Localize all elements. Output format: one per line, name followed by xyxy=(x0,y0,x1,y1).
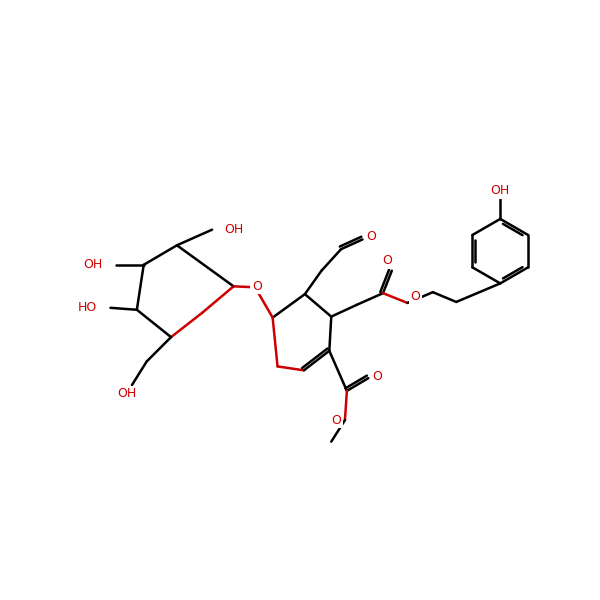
Text: HO: HO xyxy=(77,301,97,314)
Text: O: O xyxy=(372,370,382,383)
Text: O: O xyxy=(367,230,376,243)
Text: OH: OH xyxy=(83,259,103,271)
Text: O: O xyxy=(382,254,392,268)
Text: OH: OH xyxy=(224,223,243,236)
Text: O: O xyxy=(331,413,341,427)
Text: OH: OH xyxy=(491,184,510,197)
Text: OH: OH xyxy=(118,387,137,400)
Text: O: O xyxy=(252,280,262,293)
Text: O: O xyxy=(410,290,420,302)
